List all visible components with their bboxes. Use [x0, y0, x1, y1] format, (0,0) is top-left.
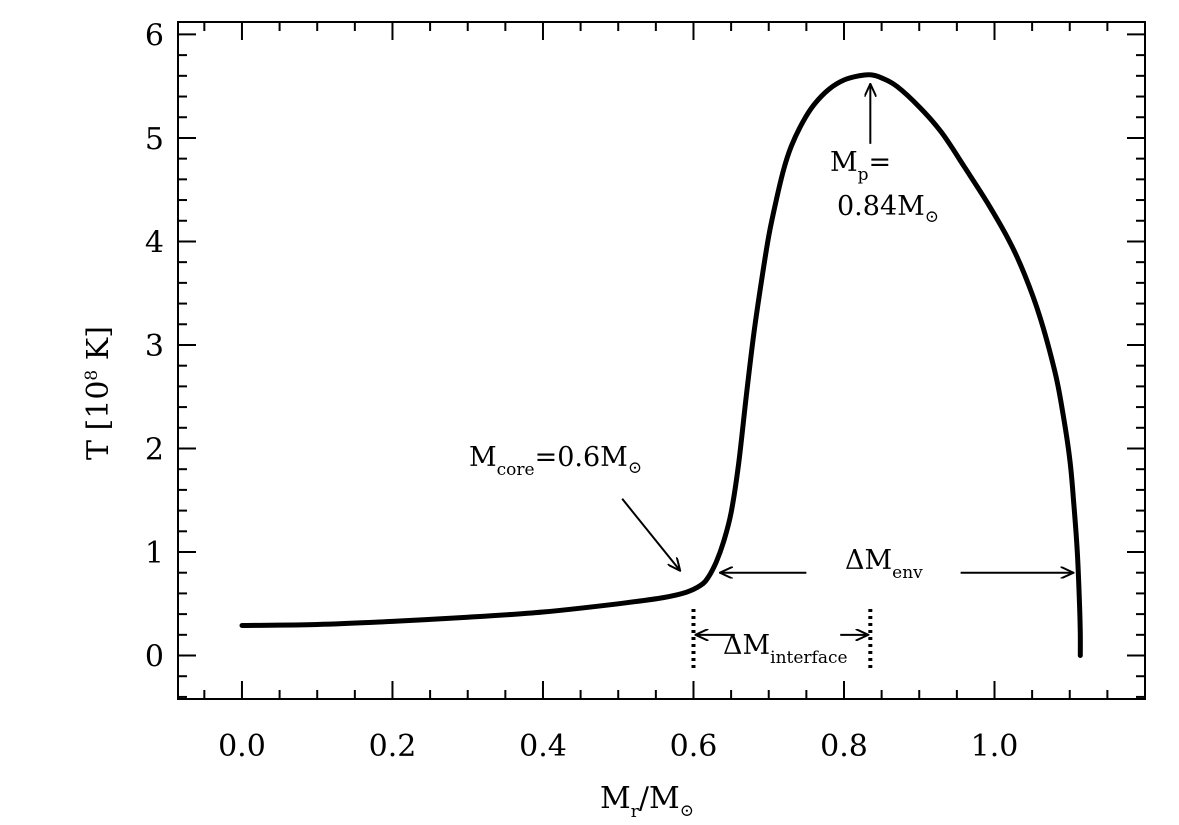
- y-tick-label: 2: [145, 432, 164, 467]
- x-axis-label: Mr/M⊙: [600, 781, 694, 822]
- y-tick-label: 4: [145, 225, 164, 260]
- x-tick-label: 1.0: [971, 729, 1019, 764]
- mp-label: Mp=: [830, 147, 891, 185]
- y-tick-label: 3: [145, 329, 164, 364]
- x-tick-label: 0.6: [670, 729, 718, 764]
- x-tick-label: 0.8: [820, 729, 868, 764]
- temperature-curve: [239, 72, 1083, 658]
- interface-label: ΔMinterface: [723, 630, 848, 668]
- x-tick-label: 0.0: [218, 729, 266, 764]
- x-tick-label: 0.2: [369, 729, 417, 764]
- plot-frame: [177, 21, 1146, 700]
- y-tick-label: 6: [145, 18, 164, 53]
- y-tick-label: 0: [145, 640, 164, 675]
- axis-ticks: [178, 22, 1146, 699]
- tick-labels: 0.0 0.2 0.4 0.6 0.8 1.0 0 1 2 3 4 5 6: [145, 18, 1018, 764]
- y-axis-label: T [108 K]: [81, 326, 116, 460]
- env-label: ΔMenv: [845, 545, 923, 583]
- dotted-markers: [691, 607, 873, 668]
- y-tick-label: 1: [145, 536, 164, 571]
- mcore-arrow: [621, 498, 680, 571]
- mcore-label: Mcore=0.6M⊙: [469, 442, 642, 480]
- y-tick-label: 5: [145, 122, 164, 157]
- x-tick-label: 0.4: [519, 729, 567, 764]
- mp-value: 0.84M⊙: [837, 191, 939, 227]
